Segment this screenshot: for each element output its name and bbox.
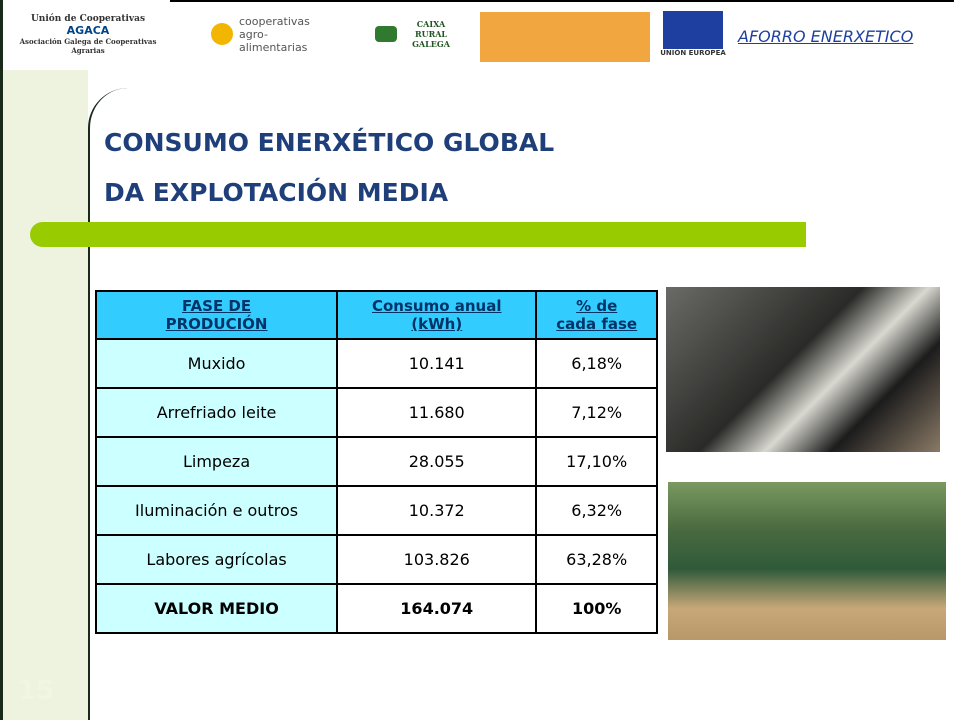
tractor-photo <box>668 482 946 640</box>
logo-text: Asociación Galega de Cooperativas Agrari… <box>19 36 157 55</box>
table-cell: VALOR MEDIO <box>94 583 339 634</box>
table-row: Labores agrícolas 103.826 63,28% <box>94 534 658 585</box>
left-strip <box>0 70 88 720</box>
logo-text: cooperativas agro-alimentarias <box>239 14 310 54</box>
header-line <box>170 0 954 2</box>
header-text: cada fase <box>556 315 638 333</box>
table-cell: 10.372 <box>336 485 538 536</box>
coop-logo: cooperativas agro-alimentarias <box>200 6 340 62</box>
table-row: Arrefriado leite 11.680 7,12% <box>94 387 658 438</box>
left-border <box>0 0 3 720</box>
header-cell: % de cada fase <box>535 290 658 340</box>
logo-icon <box>211 23 233 45</box>
header-text: PRODUCIÓN <box>165 315 268 333</box>
header-text: FASE DE <box>182 297 252 315</box>
table-cell: Iluminación e outros <box>94 485 339 536</box>
header-text: (kWh) <box>411 315 463 333</box>
cows-photo <box>666 287 940 452</box>
title-line: DA EXPLOTACIÓN MEDIA <box>104 178 449 207</box>
table-cell: 28.055 <box>336 436 538 487</box>
eu-flag <box>663 11 723 49</box>
table-cell: Arrefriado leite <box>94 387 339 438</box>
table-cell: 6,32% <box>535 485 658 536</box>
accent-bar <box>30 222 806 247</box>
caixa-logo: CAIXA RURAL GALEGA <box>368 6 468 62</box>
table-row: VALOR MEDIO 164.074 100% <box>94 583 658 634</box>
header-row: FASE DE PRODUCIÓN Consumo anual (kWh)% de ca… <box>94 290 658 340</box>
logo-text: CAIXA RURAL GALEGA <box>412 19 450 49</box>
header-text: % de <box>576 297 618 315</box>
logo-text: AGACA <box>66 23 110 37</box>
gobierno-logo <box>480 12 650 62</box>
header-cell: FASE DE PRODUCIÓN <box>94 290 339 340</box>
consumption-table: FASE DE PRODUCIÓN Consumo anual (kWh)% de ca… <box>94 290 658 634</box>
table-cell: 17,10% <box>535 436 658 487</box>
title-line: CONSUMO ENERXÉTICO GLOBAL <box>104 128 555 157</box>
table-cell: Muxido <box>94 338 339 389</box>
eu-logo: UNIÓN EUROPEA <box>656 6 730 62</box>
logo-text: Unión de Cooperativas <box>30 13 146 24</box>
header-tag: AFORRO ENERXETICO <box>738 27 914 46</box>
table-cell: 164.074 <box>336 583 538 634</box>
table-row: Muxido 10.141 6,18% <box>94 338 658 389</box>
logo-icon <box>375 26 397 42</box>
table-row: Iluminación e outros 10.372 6,32% <box>94 485 658 536</box>
table-cell: 7,12% <box>535 387 658 438</box>
table-cell: 63,28% <box>535 534 658 585</box>
table-cell: 6,18% <box>535 338 658 389</box>
table-cell: 103.826 <box>336 534 538 585</box>
header-text: Consumo anual <box>371 297 502 315</box>
table-cell: Limpeza <box>94 436 339 487</box>
table-cell: 10.141 <box>336 338 538 389</box>
table-row: Limpeza 28.055 17,10% <box>94 436 658 487</box>
logo-text: UNIÓN EUROPEA <box>660 49 726 57</box>
header-cell: Consumo anual (kWh) <box>336 290 538 340</box>
slide-number: 15 <box>18 676 55 706</box>
table-cell: Labores agrícolas <box>94 534 339 585</box>
table-cell: 11.680 <box>336 387 538 438</box>
table-cell: 100% <box>535 583 658 634</box>
agaca-logo: Unión de Cooperativas AGACA Asociación G… <box>6 6 170 62</box>
